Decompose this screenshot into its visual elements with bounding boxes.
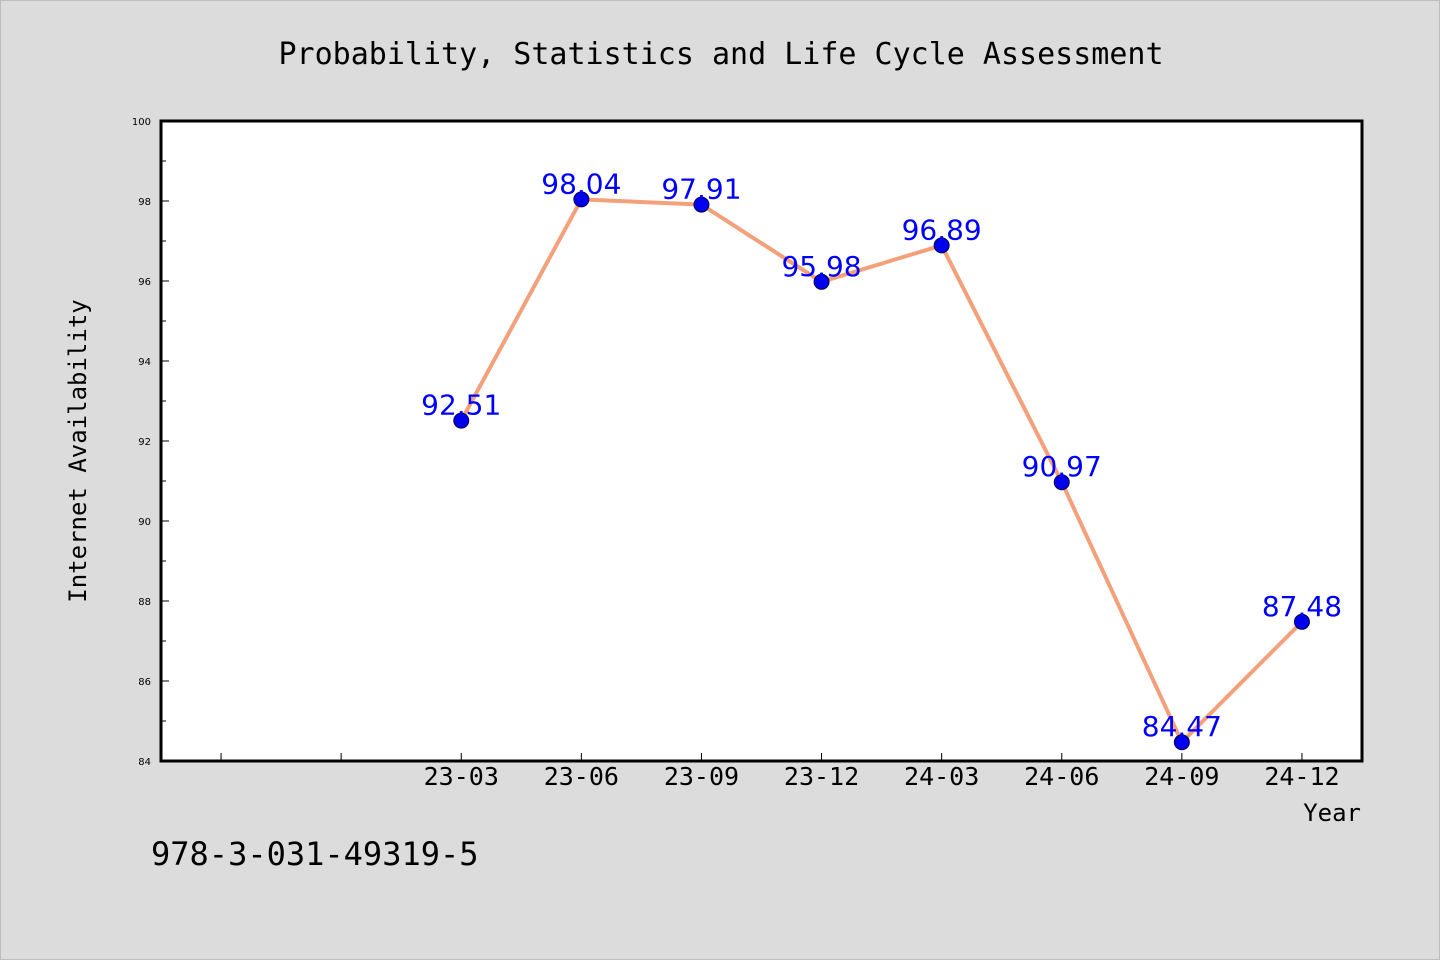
data-point-marker [1293, 613, 1310, 630]
y-tick-label: 96 [138, 277, 151, 288]
data-label: 87.48 [1262, 590, 1342, 623]
footnote-isbn: 978-3-031-49319-5 [151, 835, 479, 873]
data-point-marker [813, 273, 830, 290]
y-tick-label: 94 [138, 357, 151, 368]
x-tick-label: 24-06 [1024, 762, 1099, 791]
x-tick-label: 23-06 [544, 762, 619, 791]
data-label: 97.91 [661, 173, 741, 206]
data-label: 96.89 [902, 213, 982, 246]
data-point-marker [933, 237, 950, 254]
x-axis-title: Year [1303, 799, 1361, 827]
x-axis: 23-03 23-06 23-09 23-12 24-03 24-06 24-09 24-12 [220, 753, 1340, 791]
y-tick-label: 88 [138, 597, 151, 608]
y-tick-label: 100 [132, 117, 151, 128]
data-label: 98.04 [541, 167, 621, 200]
data-label: 92.51 [421, 389, 501, 422]
x-tick-label: 24-12 [1264, 762, 1339, 791]
data-point-marker [573, 191, 590, 208]
y-tick-label: 90 [138, 517, 151, 528]
data-point-marker [693, 196, 710, 213]
data-label: 95.98 [781, 250, 861, 283]
data-label: 84.47 [1142, 710, 1222, 743]
y-tick-label: 92 [138, 437, 151, 448]
x-tick-label: 24-09 [1144, 762, 1219, 791]
plot-area [159, 119, 1364, 763]
series-group: 92.51 98.04 97.91 95.98 96.89 90.97 84.47 87.48 [421, 167, 1342, 751]
y-tick-label: 86 [138, 677, 151, 688]
series-line [459, 197, 1304, 745]
data-point-marker [1053, 474, 1070, 491]
y-tick-label: 98 [138, 197, 151, 208]
x-tick-label: 24-03 [904, 762, 979, 791]
data-point-marker [1173, 734, 1190, 751]
y-axis: 84 86 88 90 92 94 96 98 100 [132, 117, 169, 768]
y-tick-label: 84 [138, 757, 151, 768]
data-point-marker [453, 412, 470, 429]
x-tick-label: 23-09 [664, 762, 739, 791]
data-label: 90.97 [1022, 450, 1102, 483]
chart-title: Probability, Statistics and Life Cycle A… [278, 37, 1163, 72]
x-tick-label: 23-12 [784, 762, 859, 791]
x-tick-label: 23-03 [424, 762, 499, 791]
y-axis-title: Internet Availability [64, 299, 92, 602]
